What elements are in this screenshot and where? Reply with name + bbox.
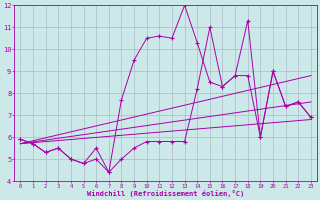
X-axis label: Windchill (Refroidissement éolien,°C): Windchill (Refroidissement éolien,°C) <box>87 190 244 197</box>
